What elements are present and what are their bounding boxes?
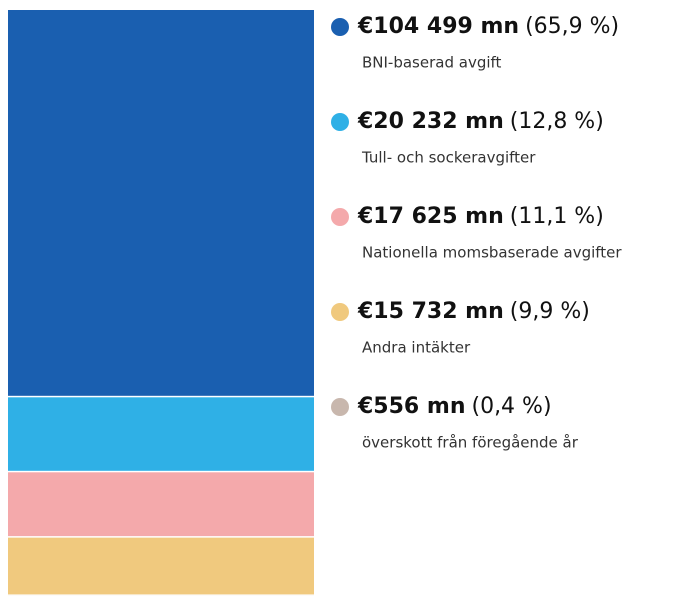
legend-name: Nationella momsbaserade avgifter bbox=[362, 244, 622, 262]
bar-segment bbox=[8, 397, 314, 471]
share-label: (11,1 %) bbox=[510, 204, 604, 229]
legend-name: Andra intäkter bbox=[362, 339, 471, 357]
legend-name: överskott från föregående år bbox=[362, 434, 579, 452]
legend-value: €104 499 mn (65,9 %) bbox=[357, 14, 619, 39]
value-label: €104 499 mn bbox=[357, 14, 519, 39]
share-label: (65,9 %) bbox=[525, 14, 619, 39]
legend-dot bbox=[331, 208, 349, 226]
legend-name: Tull- och sockeravgifter bbox=[361, 149, 536, 167]
value-label: €15 732 mn bbox=[357, 299, 504, 324]
legend-dot bbox=[331, 303, 349, 321]
share-label: (0,4 %) bbox=[471, 394, 551, 419]
share-label: (12,8 %) bbox=[510, 109, 604, 134]
legend-dot bbox=[331, 18, 349, 36]
value-label: €17 625 mn bbox=[357, 204, 504, 229]
bar-segment bbox=[8, 537, 314, 595]
legend-value: €556 mn (0,4 %) bbox=[357, 394, 552, 419]
legend-value: €20 232 mn (12,8 %) bbox=[357, 109, 604, 134]
bar-segment bbox=[8, 472, 314, 537]
legend-value: €15 732 mn (9,9 %) bbox=[357, 299, 590, 324]
legend-value: €17 625 mn (11,1 %) bbox=[357, 204, 604, 229]
legend-dot bbox=[331, 398, 349, 416]
value-label: €20 232 mn bbox=[357, 109, 504, 134]
value-label: €556 mn bbox=[357, 394, 465, 419]
bar-segment bbox=[8, 10, 314, 396]
share-label: (9,9 %) bbox=[510, 299, 590, 324]
legend-name: BNI-baserad avgift bbox=[362, 54, 502, 72]
legend-dot bbox=[331, 113, 349, 131]
